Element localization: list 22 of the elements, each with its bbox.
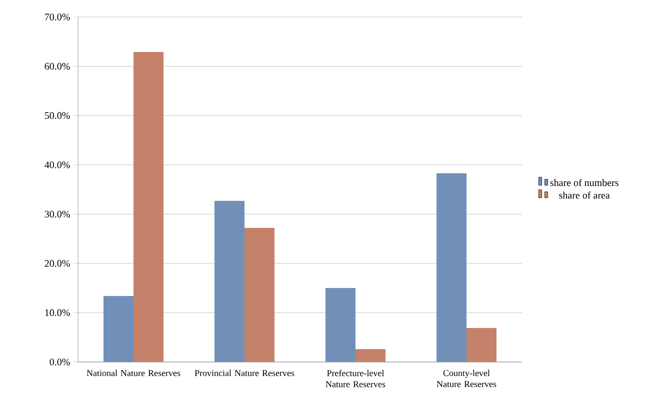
x-tick-label: Provincial Nature Reserves [194, 370, 294, 376]
y-tick-label: 60.0% [44, 62, 70, 70]
y-tick-label: 70.0% [45, 14, 70, 20]
bar [244, 228, 274, 362]
bar [104, 296, 134, 362]
legend-label: share of numbers [550, 178, 618, 186]
legend-label: share of area [559, 191, 610, 199]
bar [325, 288, 356, 362]
y-tick-label: 40.0% [44, 161, 70, 168]
x-tick-label: National Nature Reserves [86, 370, 180, 376]
bar [214, 200, 244, 362]
bar [356, 349, 386, 362]
y-tick-label: 20.0% [44, 260, 70, 267]
bar [466, 328, 496, 362]
bar [134, 52, 164, 362]
x-tick-label: Prefecture-level Nature Reserves [326, 370, 386, 388]
y-tick-label: 30.0% [44, 210, 70, 218]
x-tick-label: County-level Nature Reserves [436, 370, 496, 388]
y-tick-label: 0.0% [50, 358, 70, 366]
bar [436, 173, 466, 362]
y-tick-label: 10.0% [45, 309, 70, 316]
y-tick-label: 50.0% [44, 112, 70, 119]
